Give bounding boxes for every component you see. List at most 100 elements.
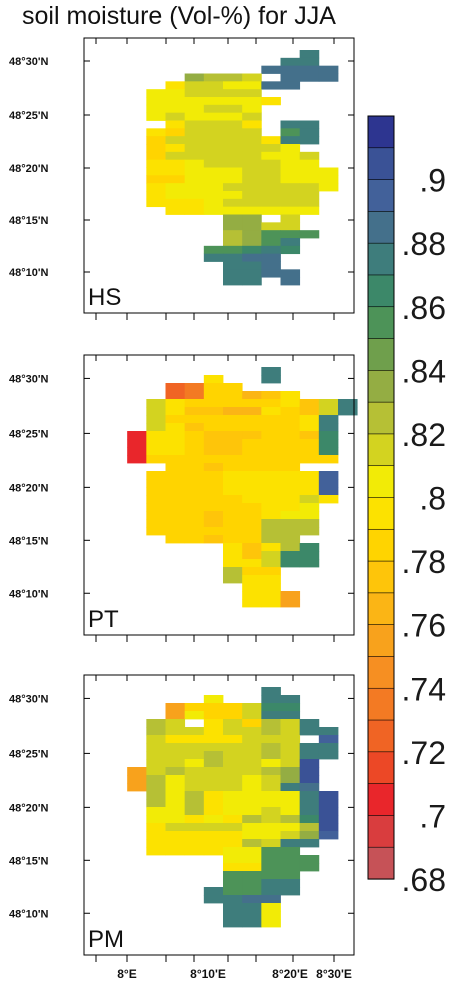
heatmap-cell — [242, 487, 262, 496]
heatmap-cell — [261, 65, 281, 74]
heatmap-cell — [242, 503, 262, 512]
heatmap-cell — [261, 735, 281, 744]
heatmap-cell — [280, 719, 301, 728]
heatmap-cell — [242, 847, 262, 856]
panel-label: PM — [88, 926, 124, 953]
colorbar-bin — [367, 815, 395, 848]
heatmap-cell — [280, 407, 301, 416]
heatmap-cell — [318, 743, 339, 752]
heatmap-cell — [184, 759, 205, 768]
heatmap-cell — [299, 791, 320, 800]
heatmap-cell — [280, 431, 301, 440]
heatmap-cell — [223, 535, 243, 544]
heatmap-cell — [242, 89, 262, 98]
heatmap-cell — [184, 159, 205, 168]
heatmap-cell — [165, 479, 186, 488]
heatmap-cell — [203, 144, 224, 153]
heatmap-cell — [299, 439, 320, 448]
heatmap-cell — [184, 206, 205, 215]
heatmap-cell — [242, 198, 262, 208]
heatmap-cell — [261, 136, 281, 145]
panel-frame — [83, 37, 355, 314]
heatmap-cell — [165, 167, 186, 176]
heatmap-cell — [318, 487, 339, 496]
panel-label: HS — [88, 284, 121, 311]
heatmap-cell — [146, 439, 166, 448]
heatmap-cell — [280, 551, 301, 560]
heatmap-cell — [223, 455, 243, 464]
heatmap-cell — [184, 711, 205, 720]
heatmap-cell — [261, 399, 281, 408]
heatmap-cell — [223, 839, 243, 848]
heatmap-cell — [146, 527, 166, 536]
heatmap-cell — [242, 253, 262, 262]
heatmap-cell — [280, 73, 301, 82]
heatmap-cell — [184, 495, 205, 504]
heatmap-cell — [203, 206, 224, 215]
heatmap-cell — [280, 743, 301, 752]
heatmap-cell — [165, 487, 186, 496]
heatmap-cell — [203, 104, 224, 114]
heatmap-cell — [223, 73, 243, 82]
heatmap-cell — [223, 447, 243, 456]
heatmap-cell — [127, 439, 147, 448]
lat-tick-label: 48°30'N — [9, 693, 48, 705]
heatmap-cell — [223, 743, 243, 752]
heatmap-cell — [184, 97, 205, 106]
colorbar-bin — [367, 338, 395, 371]
heatmap-cell — [146, 167, 166, 176]
heatmap-cell — [146, 807, 166, 816]
heatmap-cell — [299, 399, 320, 408]
heatmap-cell — [203, 479, 224, 488]
lon-tick-label: 8°E — [117, 967, 136, 981]
heatmap-cell — [280, 559, 301, 568]
heatmap-cell — [165, 198, 186, 208]
heatmap-cell — [184, 89, 205, 98]
heatmap-cell — [146, 831, 166, 840]
heatmap-cell — [280, 823, 301, 832]
heatmap-cell — [261, 903, 281, 912]
heatmap-cell — [203, 823, 224, 832]
heatmap-cell — [184, 823, 205, 832]
heatmap-cell — [242, 447, 262, 456]
heatmap-cell — [280, 120, 301, 129]
heatmap-cell — [165, 519, 186, 528]
panel-label: PT — [88, 606, 119, 633]
heatmap-cell — [280, 855, 301, 864]
heatmap-cell — [261, 198, 281, 208]
heatmap-cell — [261, 159, 281, 168]
heatmap-cell — [203, 519, 224, 528]
heatmap-cell — [223, 791, 243, 800]
heatmap-cell — [223, 399, 243, 408]
heatmap-cell — [280, 167, 301, 176]
heatmap-cell — [299, 136, 320, 145]
heatmap-cell — [318, 167, 339, 176]
heatmap-cell — [146, 183, 166, 192]
heatmap-cell — [165, 136, 186, 145]
heatmap-cell — [299, 191, 320, 200]
colorbar-frame — [367, 115, 395, 880]
heatmap-cell — [223, 527, 243, 536]
heatmap-cell — [146, 415, 166, 424]
heatmap-cell — [261, 895, 281, 904]
heatmap-cell — [223, 391, 243, 400]
heatmap-cell — [280, 175, 301, 184]
heatmap-cell — [203, 703, 224, 712]
heatmap-cell — [146, 743, 166, 752]
heatmap-cell — [203, 887, 224, 896]
heatmap-cell — [242, 583, 262, 592]
heatmap-cell — [165, 711, 186, 720]
heatmap-cell — [261, 711, 281, 720]
heatmap-cell — [280, 543, 301, 552]
heatmap-cell — [299, 815, 320, 824]
heatmap-cell — [165, 783, 186, 792]
heatmap-cell — [299, 407, 320, 416]
heatmap-cell — [242, 277, 262, 286]
heatmap-cell — [280, 463, 301, 472]
heatmap-cell — [184, 463, 205, 472]
heatmap-cell — [223, 903, 243, 912]
heatmap-cell — [280, 599, 301, 608]
heatmap-cell — [203, 895, 224, 904]
heatmap-cell — [280, 775, 301, 784]
